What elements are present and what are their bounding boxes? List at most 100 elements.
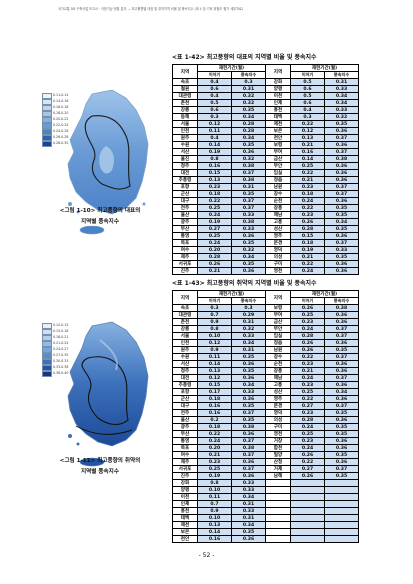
header-sub2: 풍속지수 (324, 297, 359, 305)
cell-index: 0.36 (231, 430, 266, 438)
table-row: 진주 0.19 0.36 남해 0.26 0.35 (172, 472, 359, 480)
cell-index: 0.37 (324, 353, 359, 361)
cell-ratio: 0.23 (290, 183, 325, 191)
cell-region: 부여 (265, 148, 291, 156)
cell-ratio: 0.12 (197, 120, 232, 128)
table-row: 수원 0.14 0.35 보령 0.21 0.36 (172, 141, 359, 149)
table-row: 속초 0.3 0.3 보령 0.26 0.38 (172, 304, 359, 312)
cell-region: 제주 (172, 253, 198, 261)
header-sub1: 이어기 (197, 297, 232, 305)
cell-index: 0.36 (231, 395, 266, 403)
table-row: 목포 0.24 0.35 문경 0.18 0.37 (172, 239, 359, 247)
table-row: 서귀포 0.26 0.35 구미 0.22 0.36 (172, 260, 359, 268)
cell-ratio: 0.10 (197, 332, 232, 340)
cell-index: 0.35 (324, 225, 359, 233)
cell-index: 0.38 (324, 155, 359, 163)
cell-region: 영덕 (265, 409, 291, 417)
table-row: 천안 0.16 0.36 (172, 535, 359, 543)
cell-index: 0.37 (231, 451, 266, 459)
cell-region: 영천 (265, 267, 291, 275)
header-sub1: 이어기 (290, 71, 325, 79)
cell-region: 해남 (265, 374, 291, 382)
cell-index (324, 479, 359, 487)
cell-region: 부안 (265, 162, 291, 170)
cell-region: 정읍 (265, 176, 291, 184)
cell-index: 0.34 (324, 92, 359, 100)
table-row: 인천 0.11 0.28 보은 0.12 0.36 (172, 127, 359, 135)
cell-ratio: 0.10 (197, 486, 232, 494)
cell-region: 대관령 (172, 92, 198, 100)
cell-ratio: 0.20 (197, 246, 232, 254)
legend-label: 0.28-0.30 (53, 141, 69, 145)
legend-swatch (42, 141, 52, 147)
cell-region: 산청 (265, 458, 291, 466)
cell-index: 0.37 (231, 169, 266, 177)
cell-index (324, 514, 359, 522)
table-row: 서울 0.10 0.33 임실 0.28 0.37 (172, 332, 359, 340)
cell-index: 0.36 (324, 318, 359, 326)
cell-ratio: 0.25 (290, 430, 325, 438)
cell-index: 0.36 (324, 458, 359, 466)
legend-swatch (42, 123, 52, 129)
cell-index: 0.36 (324, 197, 359, 205)
cell-index: 0.31 (231, 500, 266, 508)
cell-region: 부안 (265, 325, 291, 333)
cell-region: 홍천 (265, 106, 291, 114)
table-row: 대관령 0.4 0.32 이천 0.5 0.34 (172, 92, 359, 100)
cell-index: 0.36 (324, 381, 359, 389)
legend-swatch (42, 135, 52, 141)
cell-region: 대관령 (172, 311, 198, 319)
cell-ratio: 0.24 (290, 444, 325, 452)
cell-ratio (290, 535, 325, 543)
cell-ratio: 0.9 (197, 318, 232, 326)
cell-ratio: 0.22 (197, 430, 232, 438)
cell-region: 합천 (265, 444, 291, 452)
header-sub1: 이어기 (290, 297, 325, 305)
cell-index (324, 528, 359, 536)
cell-region: 제천 (172, 521, 198, 529)
table-row: 서귀포 0.25 0.37 거제 0.27 0.37 (172, 465, 359, 473)
cell-ratio: 0.25 (197, 465, 232, 473)
cell-ratio: 0.4 (197, 92, 232, 100)
cell-index (324, 521, 359, 529)
cell-region: 서울 (172, 332, 198, 340)
cell-ratio: 0.16 (197, 535, 232, 543)
table-row: 여수 0.20 0.32 영덕 0.19 0.33 (172, 246, 359, 254)
table-row: 서울 0.12 0.28 제천 0.22 0.35 (172, 120, 359, 128)
cell-ratio: 0.7 (197, 311, 232, 319)
cell-region: 속초 (172, 78, 198, 86)
legend-label: 0.24-0.27 (53, 347, 69, 351)
cell-region: 제천 (265, 120, 291, 128)
cell-region: 부산 (172, 225, 198, 233)
cell-region: 진주 (172, 472, 198, 480)
cell-ratio: 0.25 (197, 232, 232, 240)
cell-region: 의성 (265, 416, 291, 424)
cell-ratio: 0.16 (290, 148, 325, 156)
cell-ratio: 0.16 (197, 162, 232, 170)
cell-ratio: 0.6 (197, 106, 232, 114)
table-row: 목포 0.20 0.38 합천 0.24 0.36 (172, 444, 359, 452)
cell-index: 0.33 (324, 106, 359, 114)
cell-ratio: 0.24 (197, 437, 232, 445)
table-row: 보은 0.14 0.35 (172, 528, 359, 536)
cell-index (324, 507, 359, 515)
cell-ratio: 0.28 (290, 416, 325, 424)
cell-ratio: 0.27 (197, 225, 232, 233)
cell-ratio: 0.21 (290, 367, 325, 375)
cell-ratio: 0.18 (290, 239, 325, 247)
cell-region (265, 528, 291, 536)
header-group: 재현기간(월) (197, 64, 266, 72)
cell-ratio: 0.16 (197, 402, 232, 410)
cell-index: 0.35 (324, 120, 359, 128)
cell-region: 보은 (172, 528, 198, 536)
cell-index: 0.35 (231, 416, 266, 424)
cell-index: 0.36 (324, 311, 359, 319)
cell-region: 대전 (172, 169, 198, 177)
table-row: 통영 0.24 0.37 거창 0.23 0.36 (172, 437, 359, 445)
cell-index: 0.37 (324, 148, 359, 156)
cell-index: 0.36 (324, 367, 359, 375)
cell-index: 0.35 (324, 451, 359, 459)
table-row: 서산 0.19 0.36 부여 0.16 0.37 (172, 148, 359, 156)
cell-index: 0.37 (324, 190, 359, 198)
cell-region: 양평 (172, 486, 198, 494)
